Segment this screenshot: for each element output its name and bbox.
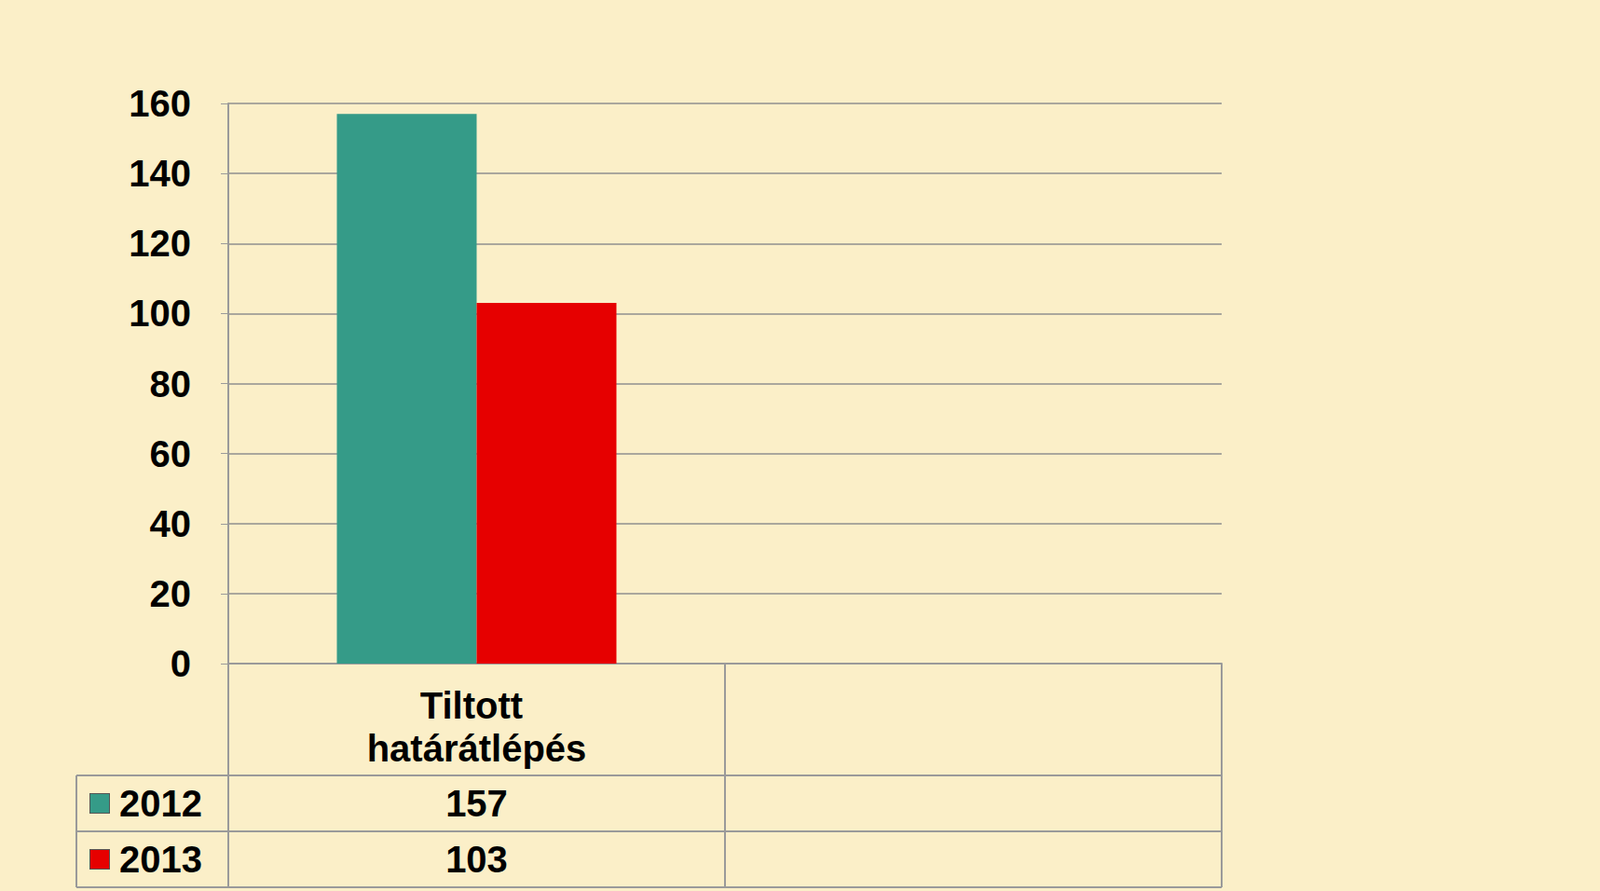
svg-text:Tiltott: Tiltott [420, 684, 534, 726]
svg-text:100: 100 [128, 292, 192, 334]
svg-text:80: 80 [150, 363, 192, 405]
svg-text:határátlépés: határátlépés [367, 727, 588, 769]
html-text:2013: 2013 [119, 838, 203, 880]
svg-text:0: 0 [170, 642, 192, 684]
svg-text:40: 40 [150, 503, 192, 545]
svg-text:20: 20 [150, 573, 192, 615]
html-text:2012: 2012 [119, 782, 203, 824]
svg-text:120: 120 [128, 222, 192, 264]
svg-text:160: 160 [128, 82, 192, 124]
svg-text:140: 140 [128, 152, 192, 194]
svg-text:60: 60 [150, 433, 192, 475]
html-text:103: 103 [445, 838, 508, 880]
html-text:157: 157 [445, 782, 508, 824]
